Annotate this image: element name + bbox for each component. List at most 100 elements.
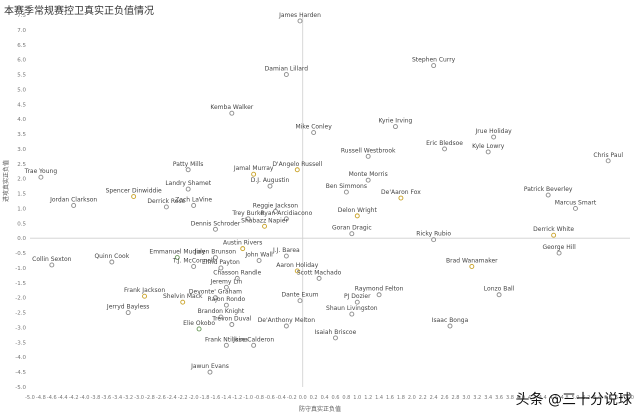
point-label: Russell Westbrook (341, 147, 396, 154)
data-point (71, 203, 77, 208)
point-label: Shaun Livingston (326, 305, 378, 312)
point-label: Chasson Randle (213, 269, 261, 276)
x-tick-label: -3.2 (123, 395, 133, 401)
data-point (234, 275, 240, 281)
data-point (185, 167, 191, 173)
point-label: Isaiah Briscoe (315, 329, 357, 336)
point-label: Derrick White (533, 226, 574, 233)
x-tick-label: 0.2 (310, 395, 318, 401)
data-point (297, 18, 303, 24)
y-tick-label: -0.5 (15, 251, 26, 257)
point-label: Marcus Smart (555, 199, 597, 206)
x-tick-label: 3.0 (462, 395, 470, 401)
y-tick-label: -4.0 (15, 355, 26, 361)
point-label: Landry Shamet (165, 180, 211, 187)
point-label: Aaron Holiday (276, 262, 318, 269)
point-label: De'Anthony Melton (258, 317, 316, 324)
point-label: PJ Dozier (344, 293, 371, 300)
data-point (191, 264, 197, 269)
point-label: Kemba Walker (210, 104, 253, 111)
x-tick-label: -2.2 (178, 395, 188, 401)
data-point (256, 258, 262, 263)
x-tick-label: -2.6 (156, 395, 166, 401)
point-label: James Harden (278, 12, 321, 19)
y-tick-label: 3.0 (17, 147, 26, 153)
data-point (294, 268, 300, 274)
y-tick-label: 2.0 (17, 177, 26, 183)
point-label: Devonte' Graham (189, 289, 242, 296)
point-label: Austin Rivers (223, 240, 262, 247)
x-tick-label: -2.4 (167, 395, 177, 401)
point-label: Stephen Curry (412, 57, 456, 64)
data-point (223, 342, 229, 348)
data-point (365, 153, 371, 159)
point-label: Jrue Holiday (475, 128, 513, 135)
x-tick-label: -0.8 (254, 395, 264, 401)
y-tick-label: 1.5 (17, 192, 26, 198)
data-point (343, 189, 349, 195)
x-tick-label: 1.4 (375, 395, 383, 401)
data-point (447, 323, 453, 329)
data-point (485, 149, 491, 155)
x-tick-label: 0.0 (299, 395, 307, 401)
data-point (431, 63, 437, 69)
point-label: Raymond Felton (355, 286, 404, 293)
point-label: Eric Bledsoe (426, 140, 463, 147)
point-label: Shabazz Napier (241, 217, 288, 224)
data-point (185, 186, 191, 192)
data-point (213, 255, 218, 260)
y-tick-label: -5.0 (15, 385, 26, 391)
y-tick-label: 0.0 (17, 236, 26, 242)
watermark: 头条 @三十分说球 (515, 392, 632, 408)
point-label: Brad Wanamaker (446, 257, 498, 264)
data-point (283, 323, 289, 329)
x-tick-label: -1.8 (200, 395, 210, 401)
point-label: Isaac Bonga (432, 317, 469, 324)
point-label: Brandon Knight (198, 308, 245, 315)
data-point (556, 250, 562, 256)
x-tick-label: 1.0 (353, 395, 361, 401)
x-tick-label: -0.6 (265, 395, 275, 401)
point-label: Patty Mills (173, 161, 204, 168)
y-tick-label: 2.5 (17, 162, 26, 168)
y-tick-label: -4.5 (15, 370, 26, 376)
point-label: Frank Ntilikina (205, 336, 248, 343)
point-label: D'Angelo Russell (272, 161, 322, 168)
x-tick-label: -3.4 (112, 395, 122, 401)
data-point (131, 194, 137, 199)
point-label: Damian Lillard (265, 66, 309, 73)
point-label: George Hill (542, 244, 576, 251)
data-point (376, 292, 382, 298)
y-tick-label: 0.5 (17, 221, 26, 227)
x-tick-label: -1.6 (211, 395, 221, 401)
point-label: Kyle Lowry (472, 143, 505, 150)
data-point (213, 295, 218, 301)
x-tick-label: 2.2 (419, 395, 427, 401)
point-label: T.J. McConnell (172, 257, 215, 264)
x-tick-label: -3.0 (134, 395, 144, 401)
point-label: Dante Exum (281, 292, 318, 299)
x-tick-label: 5.4 (593, 395, 601, 401)
x-tick-label: -2.0 (189, 395, 199, 401)
data-point (218, 314, 224, 320)
data-point (273, 208, 278, 214)
x-tick-label: -5.0 (25, 395, 35, 401)
y-tick-label: -3.5 (15, 340, 26, 346)
data-point (180, 299, 186, 305)
x-tick-label: -1.2 (232, 395, 242, 401)
x-tick-label: -4.8 (36, 395, 46, 401)
x-tick-label: 5.0 (571, 395, 579, 401)
data-point (605, 158, 611, 164)
x-tick-label: 2.0 (408, 395, 416, 401)
data-point (196, 326, 202, 332)
point-label: Spencer Dinwiddie (106, 188, 162, 195)
y-tick-label: 6.5 (17, 43, 26, 49)
x-tick-label: -3.6 (101, 395, 111, 401)
x-tick-label: 5.2 (582, 395, 590, 401)
point-label: Ben Simmons (326, 183, 367, 190)
data-point (431, 237, 437, 243)
point-label: Lonzo Ball (484, 286, 515, 293)
x-tick-label: 1.2 (364, 395, 372, 401)
data-point (262, 223, 267, 229)
point-label: Kyrie Irving (379, 118, 413, 125)
